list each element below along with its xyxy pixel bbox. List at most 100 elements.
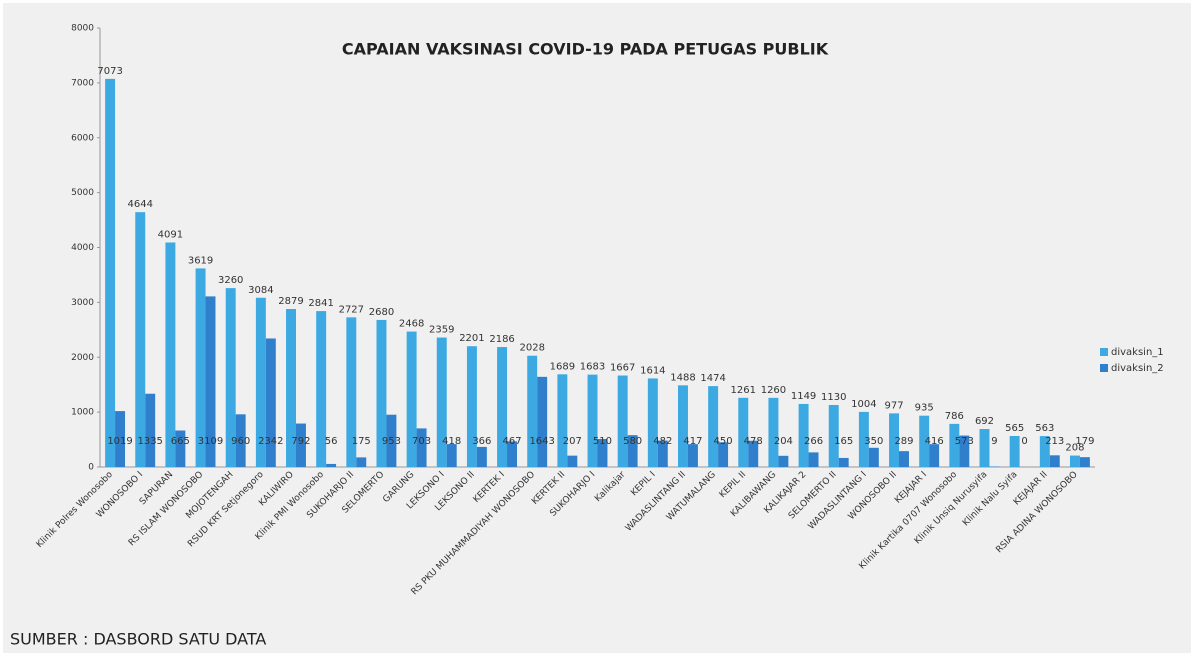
legend-swatch: [1100, 348, 1108, 356]
data-label: 2879: [278, 296, 303, 307]
data-label: 350: [864, 436, 883, 447]
y-tick-label: 8000: [71, 24, 94, 34]
bar: [326, 464, 336, 467]
data-label: 3109: [198, 436, 223, 447]
bar: [809, 452, 819, 467]
data-label: 2201: [459, 333, 484, 344]
bar: [266, 338, 276, 467]
bar: [135, 212, 145, 467]
data-label: 418: [442, 436, 461, 447]
data-label: 179: [1075, 436, 1094, 447]
bar: [899, 451, 909, 467]
data-label: 207: [563, 436, 582, 447]
data-label: 289: [894, 436, 913, 447]
chart-background: [3, 3, 1191, 653]
data-label: 56: [325, 436, 338, 447]
bar: [738, 398, 748, 467]
bar: [778, 456, 788, 467]
data-label: 510: [593, 436, 612, 447]
data-label: 417: [683, 436, 702, 447]
bar: [105, 79, 115, 467]
data-label: 478: [744, 436, 763, 447]
bar: [467, 346, 477, 467]
chart-title: CAPAIAN VAKSINASI COVID-19 PADA PETUGAS …: [342, 40, 829, 59]
data-label: 792: [291, 436, 310, 447]
data-label: 1667: [610, 363, 635, 374]
bar: [648, 378, 658, 467]
data-label: 1488: [670, 372, 695, 383]
bar: [1070, 456, 1080, 467]
data-label: 703: [412, 436, 431, 447]
bar: [356, 457, 366, 467]
bar: [839, 458, 849, 467]
data-label: 573: [955, 436, 974, 447]
data-label: 450: [714, 436, 733, 447]
data-label: 665: [171, 436, 190, 447]
data-label: 1130: [821, 392, 846, 403]
data-label: 0: [1021, 436, 1027, 447]
data-label: 1689: [550, 361, 575, 372]
bar: [165, 243, 175, 467]
data-label: 2186: [489, 334, 514, 345]
data-label: 935: [915, 403, 934, 414]
data-label: 482: [653, 436, 672, 447]
data-label: 1260: [761, 385, 786, 396]
bar: [618, 376, 628, 467]
data-label: 1683: [580, 362, 605, 373]
bar: [588, 375, 598, 467]
data-label: 563: [1035, 423, 1054, 434]
bar: [417, 428, 427, 467]
bar: [1080, 457, 1090, 467]
bar: [1010, 436, 1020, 467]
data-label: 786: [945, 411, 964, 422]
data-label: 1335: [137, 436, 162, 447]
data-label: 213: [1045, 436, 1064, 447]
data-label: 1261: [731, 385, 756, 396]
data-label: 960: [231, 436, 250, 447]
y-tick-label: 1000: [71, 408, 94, 418]
y-tick-label: 7000: [71, 78, 94, 88]
data-label: 9: [991, 436, 997, 447]
data-label: 2342: [258, 436, 283, 447]
data-label: 165: [834, 436, 853, 447]
y-tick-label: 3000: [71, 298, 94, 308]
bar: [678, 385, 688, 467]
data-label: 565: [1005, 423, 1024, 434]
bar: [1050, 455, 1060, 467]
bar: [567, 456, 577, 467]
bar: [768, 398, 778, 467]
bar: [869, 448, 879, 467]
bar: [477, 447, 487, 467]
source-note: SUMBER : DASBORD SATU DATA: [10, 630, 266, 649]
bar: [557, 374, 567, 467]
data-label: 953: [382, 436, 401, 447]
bar: [145, 394, 155, 467]
y-tick-label: 4000: [71, 243, 94, 253]
data-label: 4644: [128, 199, 153, 210]
data-label: 1004: [851, 399, 876, 410]
bar: [437, 338, 447, 467]
data-label: 1019: [107, 436, 132, 447]
data-label: 1643: [529, 436, 554, 447]
data-label: 266: [804, 436, 823, 447]
bar: [537, 377, 547, 467]
bar: [980, 429, 990, 467]
data-label: 175: [352, 436, 371, 447]
legend-label: divaksin_2: [1111, 363, 1164, 374]
data-label: 1474: [700, 373, 725, 384]
data-label: 7073: [97, 66, 122, 77]
y-tick-label: 0: [88, 463, 94, 473]
bar: [708, 386, 718, 467]
data-label: 977: [884, 400, 903, 411]
data-label: 1149: [791, 391, 816, 402]
bar: [497, 347, 507, 467]
data-label: 467: [502, 436, 521, 447]
data-label: 2841: [308, 298, 333, 309]
bar: [688, 444, 698, 467]
data-label: 204: [774, 436, 793, 447]
y-tick-label: 5000: [71, 188, 94, 198]
data-label: 2359: [429, 325, 454, 336]
data-label: 2028: [519, 343, 544, 354]
bar: [447, 444, 457, 467]
